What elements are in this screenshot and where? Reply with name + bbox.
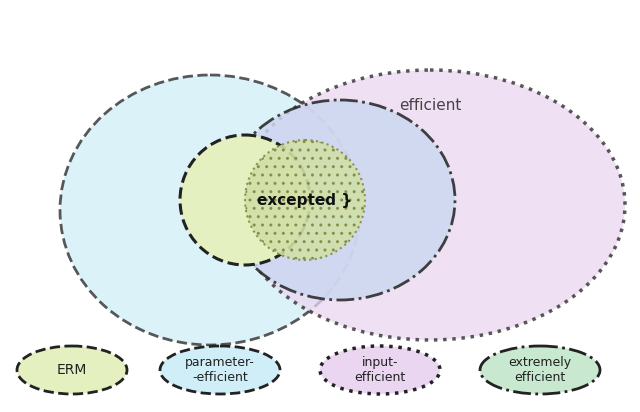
Ellipse shape bbox=[225, 100, 455, 300]
Ellipse shape bbox=[320, 346, 440, 394]
Text: ERM: ERM bbox=[57, 363, 87, 377]
Ellipse shape bbox=[235, 70, 625, 340]
Text: parameter-
-efficient: parameter- -efficient bbox=[185, 356, 255, 384]
Text: input-
efficient: input- efficient bbox=[355, 356, 406, 384]
Ellipse shape bbox=[60, 75, 360, 345]
Ellipse shape bbox=[160, 346, 280, 394]
Text: excepted }: excepted } bbox=[257, 192, 353, 208]
Ellipse shape bbox=[180, 135, 310, 265]
Text: efficient: efficient bbox=[399, 98, 461, 112]
Ellipse shape bbox=[480, 346, 600, 394]
Ellipse shape bbox=[17, 346, 127, 394]
Text: extremely
efficient: extremely efficient bbox=[508, 356, 572, 384]
Ellipse shape bbox=[245, 140, 365, 260]
